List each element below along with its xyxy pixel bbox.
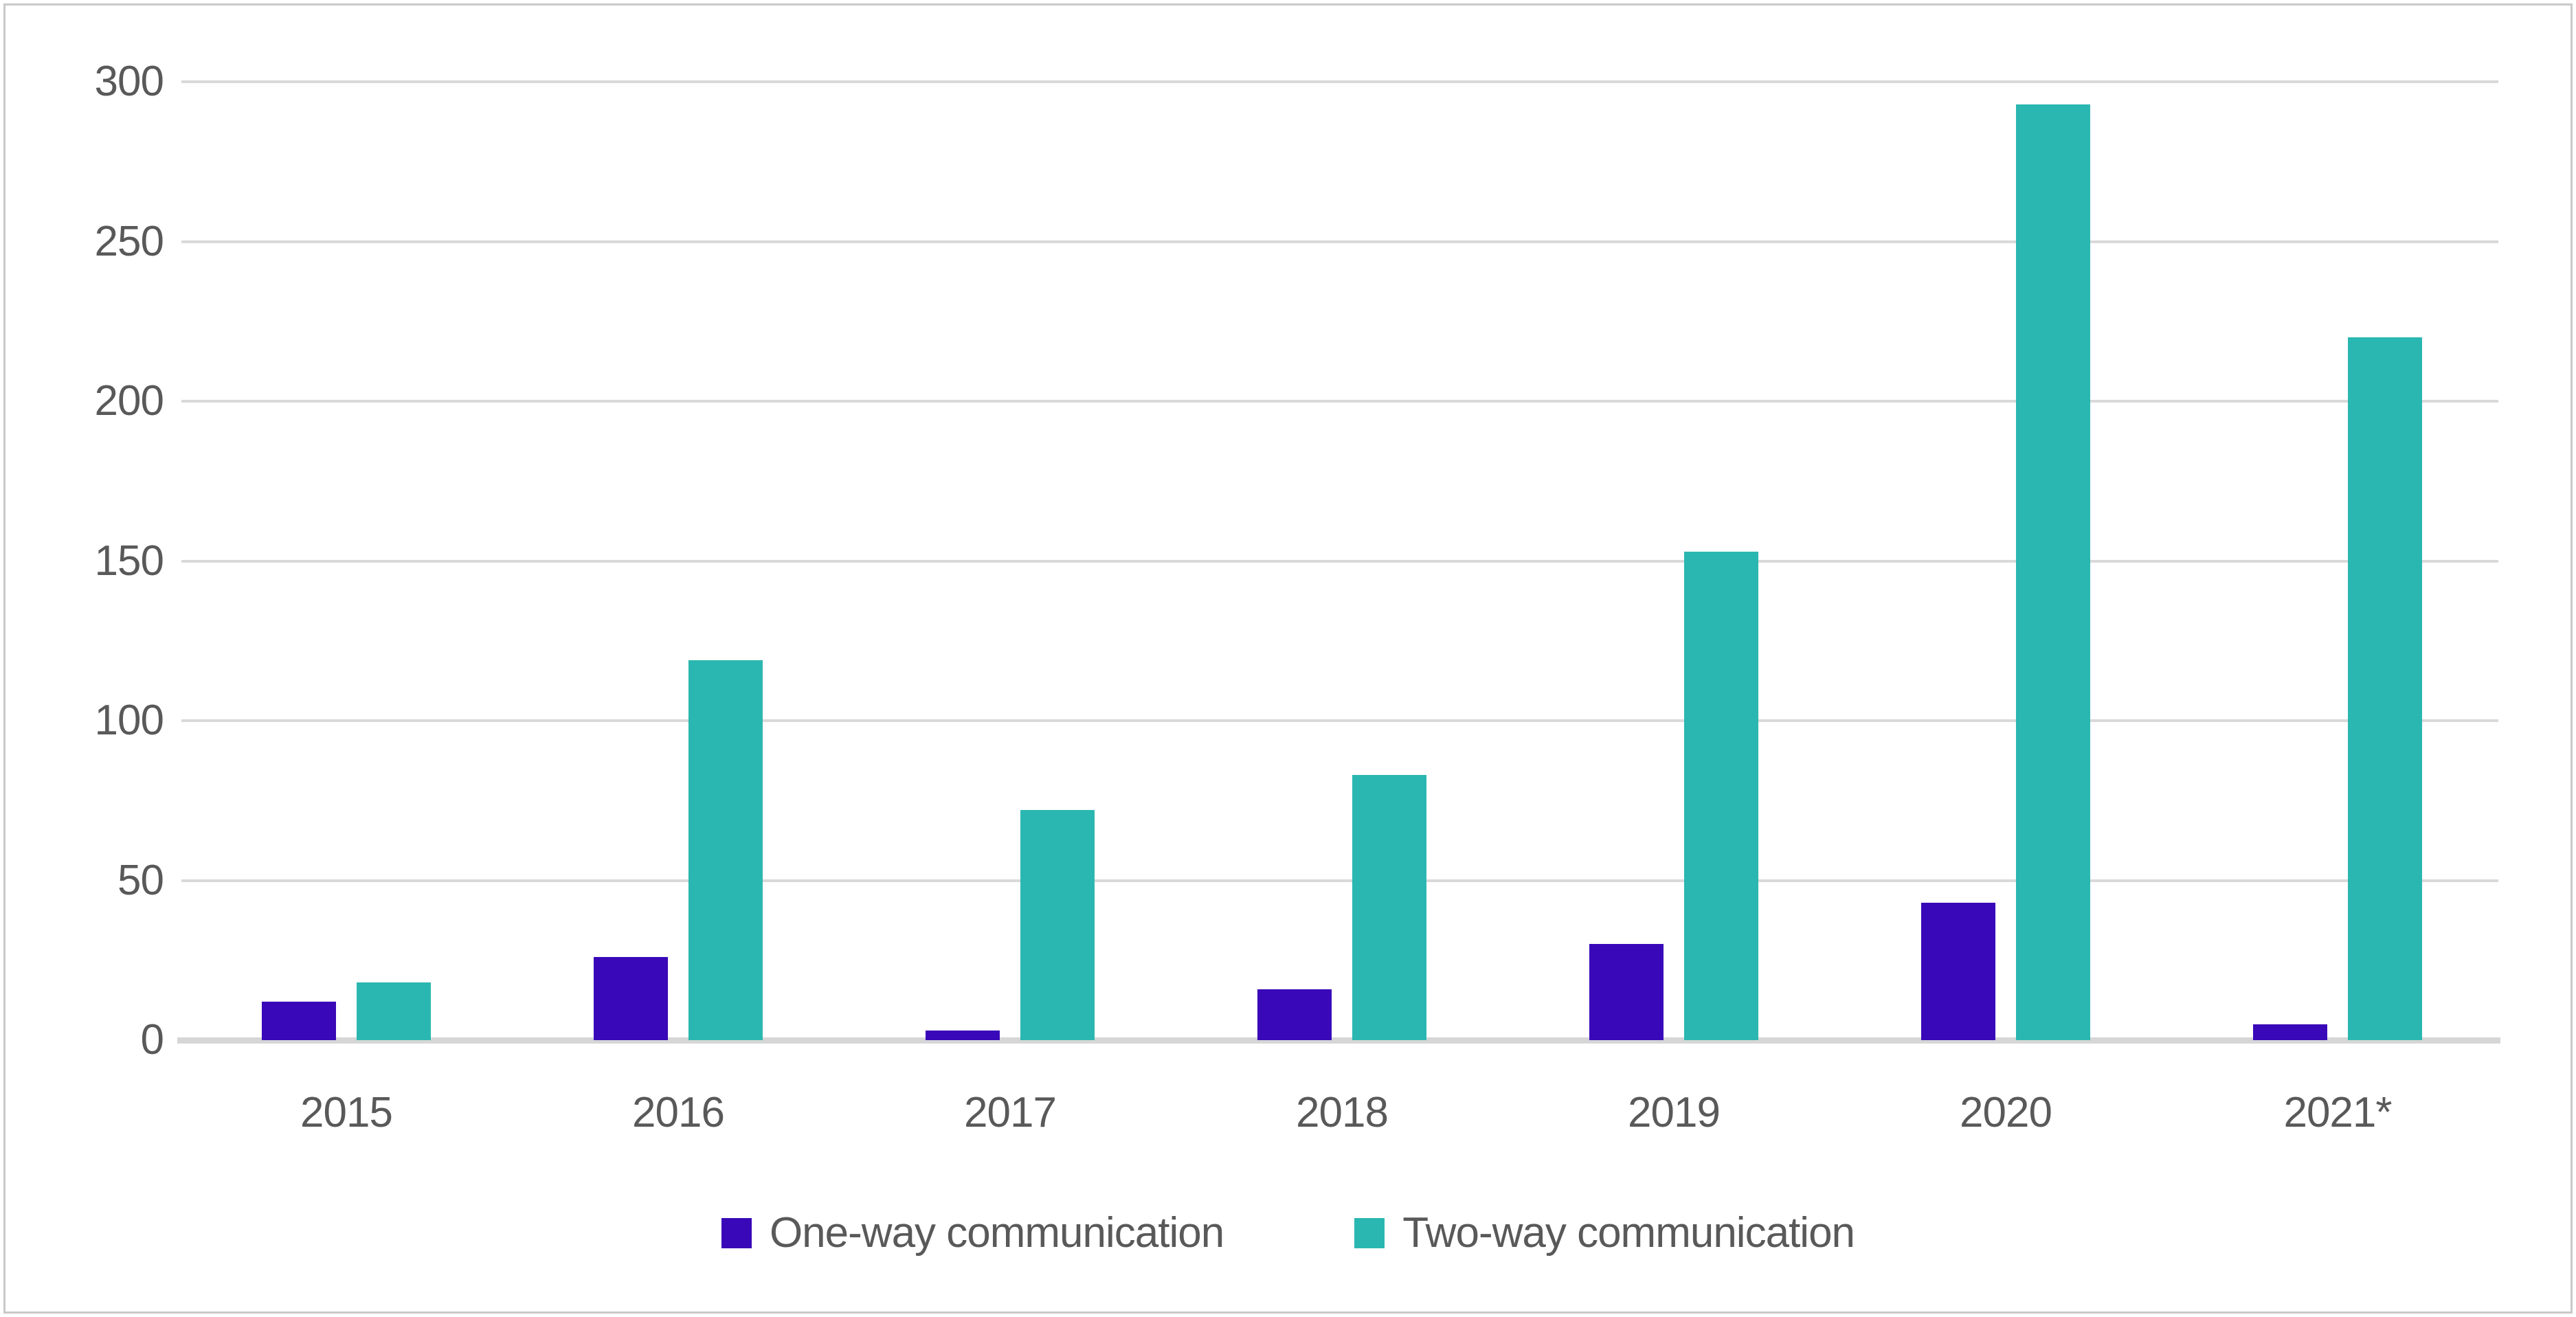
gridline-150 xyxy=(181,559,2498,563)
x-axis-label-2020: 2020 xyxy=(1960,1089,2052,1136)
gridline-200 xyxy=(181,400,2498,403)
two-way-bar-2016 xyxy=(688,660,763,1040)
x-axis-label-2018: 2018 xyxy=(1296,1089,1389,1136)
one-way-bar-2016 xyxy=(594,957,668,1040)
one-way-bar-2018 xyxy=(1257,989,1332,1040)
two-way-legend-swatch xyxy=(1354,1218,1385,1248)
one-way-bar-2015 xyxy=(262,1002,336,1040)
gridline-100 xyxy=(181,719,2498,722)
y-tick-label-200: 200 xyxy=(94,377,164,425)
one-way-legend-label: One-way communication xyxy=(769,1209,1224,1257)
two-way-bar-2017 xyxy=(1020,810,1095,1040)
two-way-bar-2015 xyxy=(357,982,431,1040)
x-axis-label-2021: 2021* xyxy=(2283,1089,2392,1136)
legend-item-one-way: One-way communication xyxy=(721,1202,1224,1264)
y-tick-label-100: 100 xyxy=(94,697,164,744)
y-tick-label-0: 0 xyxy=(140,1016,164,1063)
two-way-legend-label: Two-way communication xyxy=(1402,1209,1855,1257)
x-axis-label-2016: 2016 xyxy=(632,1089,725,1136)
two-way-bar-2019 xyxy=(1684,552,1758,1040)
x-axis-line xyxy=(177,1037,2500,1044)
one-way-legend-swatch xyxy=(721,1218,752,1248)
y-tick-label-50: 50 xyxy=(117,856,164,904)
legend-item-two-way: Two-way communication xyxy=(1354,1202,1855,1264)
two-way-bar-2020 xyxy=(2016,104,2090,1040)
x-axis-label-2019: 2019 xyxy=(1628,1089,1721,1136)
one-way-bar-2021 xyxy=(2253,1024,2327,1040)
one-way-bar-2019 xyxy=(1589,944,1664,1040)
y-tick-label-250: 250 xyxy=(94,217,164,265)
one-way-bar-2017 xyxy=(926,1031,1000,1040)
y-tick-label-150: 150 xyxy=(94,537,164,585)
chart-legend: One-way communication Two-way communicat… xyxy=(5,1202,2571,1264)
two-way-bar-2018 xyxy=(1352,775,1426,1040)
y-tick-label-300: 300 xyxy=(94,58,164,105)
x-axis-label-2015: 2015 xyxy=(300,1089,393,1136)
gridline-50 xyxy=(181,879,2498,882)
gridline-300 xyxy=(181,80,2498,83)
x-axis-label-2017: 2017 xyxy=(964,1089,1057,1136)
chart-frame: 0 50 100 150 200 250 300 2015 2016 2017 2018 2019 20… xyxy=(3,3,2573,1314)
two-way-bar-2021 xyxy=(2348,337,2422,1040)
gridline-250 xyxy=(181,240,2498,243)
one-way-bar-2020 xyxy=(1921,903,1995,1040)
